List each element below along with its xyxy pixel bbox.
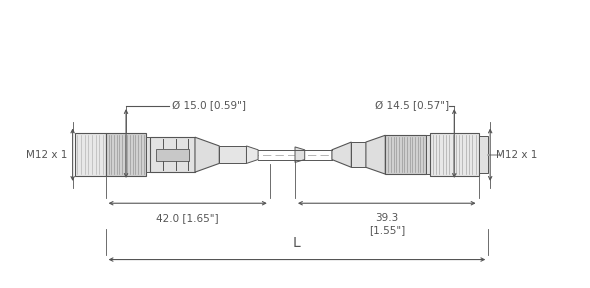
- Polygon shape: [195, 137, 219, 172]
- Polygon shape: [351, 142, 366, 167]
- Text: L: L: [293, 236, 301, 250]
- Polygon shape: [478, 136, 489, 173]
- Polygon shape: [295, 147, 304, 162]
- Polygon shape: [385, 135, 426, 174]
- Polygon shape: [146, 137, 150, 172]
- Polygon shape: [366, 135, 385, 174]
- Text: 42.0 [1.65"]: 42.0 [1.65"]: [156, 213, 219, 223]
- Text: Ø 15.0 [0.59"]: Ø 15.0 [0.59"]: [172, 101, 245, 111]
- Polygon shape: [74, 133, 106, 176]
- Polygon shape: [150, 137, 195, 172]
- Text: M12 x 1: M12 x 1: [496, 150, 537, 160]
- Text: M12 x 1: M12 x 1: [27, 150, 68, 160]
- Text: 39.3
[1.55"]: 39.3 [1.55"]: [369, 213, 405, 235]
- Polygon shape: [106, 133, 146, 176]
- Text: Ø 14.5 [0.57"]: Ø 14.5 [0.57"]: [375, 101, 450, 111]
- Polygon shape: [426, 135, 430, 174]
- Polygon shape: [332, 142, 351, 167]
- Polygon shape: [247, 146, 258, 163]
- Polygon shape: [219, 146, 247, 163]
- Polygon shape: [156, 149, 189, 160]
- Polygon shape: [430, 133, 478, 176]
